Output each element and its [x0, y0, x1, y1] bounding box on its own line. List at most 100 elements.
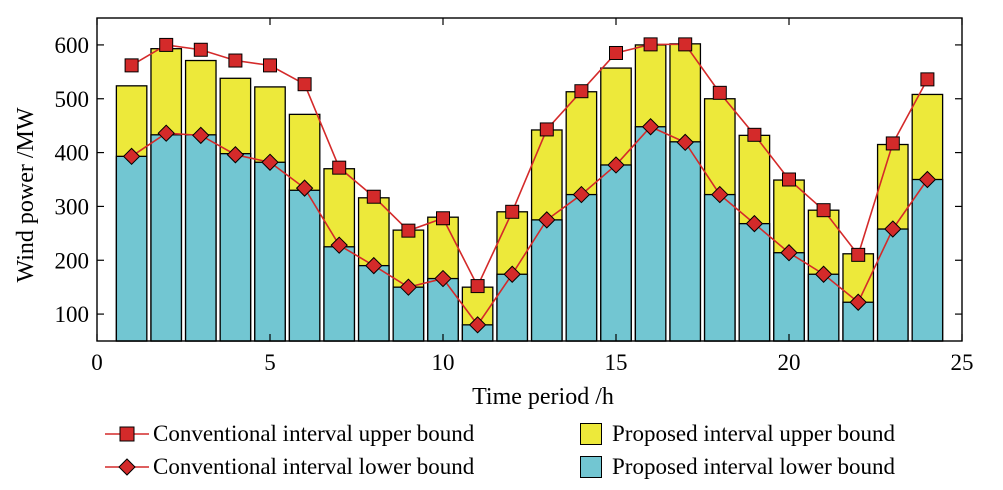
marker-diamond	[814, 265, 833, 283]
marker-square	[297, 77, 312, 92]
bar-lower	[323, 246, 356, 342]
bar-lower	[600, 164, 632, 342]
legend-item-proposed-lower: Proposed interval lower bound	[580, 451, 895, 483]
bar-lower	[288, 189, 321, 342]
y-axis-label: Wind power /MW	[13, 107, 39, 282]
marker-square	[885, 136, 900, 151]
marker-diamond	[157, 124, 175, 142]
marker-diamond	[365, 256, 383, 275]
legend-label: Proposed interval lower bound	[612, 454, 895, 479]
x-tick-label: 20	[778, 350, 801, 375]
marker-square	[816, 203, 831, 218]
marker-square	[851, 247, 866, 262]
marker-square	[712, 85, 727, 100]
x-tick-label: 0	[91, 350, 103, 375]
chart: 0 5 10 15 20 25 100 200 300 400 500 600 Time period…	[13, 17, 974, 410]
marker-diamond	[780, 244, 798, 262]
marker-diamond	[676, 133, 694, 152]
marker-square	[678, 37, 693, 52]
marker-square	[263, 58, 277, 73]
square-marker-icon	[105, 426, 149, 442]
marker-square	[193, 42, 208, 57]
y-tick-label: 200	[55, 248, 90, 273]
marker-square	[574, 84, 589, 99]
marker-diamond	[122, 147, 141, 166]
x-tick-label: 15	[605, 350, 628, 375]
bar-lower	[773, 252, 805, 342]
marker-diamond	[711, 185, 729, 204]
y-tick-label: 100	[55, 302, 90, 327]
lines-layer	[122, 37, 937, 334]
marker-diamond	[572, 185, 591, 204]
yellow-swatch-icon	[580, 423, 602, 445]
marker-square	[643, 37, 658, 52]
legend-item-conventional-lower: Conventional interval lower bound	[105, 451, 474, 483]
marker-diamond	[226, 146, 245, 164]
y-tick-label: 400	[55, 141, 90, 166]
marker-diamond	[399, 278, 418, 296]
marker-diamond	[918, 170, 937, 189]
legend-label: Proposed interval upper bound	[612, 421, 895, 446]
marker-diamond	[884, 220, 902, 238]
legend-label: Conventional interval upper bound	[153, 421, 475, 446]
x-tick-label: 5	[264, 350, 276, 375]
x-tick-label: 10	[432, 350, 455, 375]
marker-diamond	[849, 293, 867, 311]
bar-lower	[392, 286, 425, 342]
bar-lower	[807, 273, 840, 342]
marker-diamond	[468, 316, 487, 334]
bar-lower	[703, 193, 736, 342]
legend-label: Conventional interval lower bound	[153, 454, 475, 479]
marker-square	[505, 204, 520, 219]
marker-square	[124, 58, 139, 73]
marker-diamond	[192, 126, 210, 145]
bar-lower	[357, 264, 390, 342]
y-tick-label: 300	[55, 194, 90, 219]
marker-square	[436, 211, 450, 226]
marker-square	[228, 53, 243, 68]
legend: Conventional interval upper bound Conven…	[95, 418, 975, 488]
y-tick-label: 600	[55, 33, 90, 58]
marker-diamond	[538, 211, 556, 229]
bar-lower	[565, 193, 598, 342]
marker-diamond	[641, 118, 660, 136]
marker-square	[609, 45, 623, 60]
legend-item-conventional-upper: Conventional interval upper bound	[105, 418, 474, 450]
bar-lower	[530, 219, 563, 342]
marker-diamond	[295, 179, 314, 197]
bar-lower	[911, 178, 944, 342]
marker-square	[159, 37, 174, 52]
bar-lower	[115, 155, 148, 342]
marker-square	[747, 127, 762, 142]
bar-lower	[427, 277, 459, 342]
legend-item-proposed-upper: Proposed interval upper bound	[580, 418, 895, 450]
marker-square	[920, 72, 935, 87]
marker-diamond	[503, 265, 521, 283]
marker-square	[401, 223, 416, 238]
axes-layer: 0 5 10 15 20 25 100 200 300 400 500 600	[55, 17, 974, 375]
bar-lower	[634, 126, 667, 342]
bar-lower	[254, 161, 286, 342]
marker-diamond	[261, 153, 279, 171]
plot-frame	[96, 17, 963, 342]
marker-square	[539, 122, 554, 137]
bar-lower	[150, 134, 183, 342]
y-tick-label: 500	[55, 87, 90, 112]
marker-square	[332, 160, 347, 175]
bars-layer	[115, 43, 944, 342]
bar-lower	[876, 228, 909, 342]
cyan-swatch-icon	[580, 456, 602, 478]
marker-diamond	[330, 236, 348, 254]
marker-diamond	[745, 214, 764, 233]
bar-lower	[219, 153, 252, 342]
marker-square	[366, 189, 381, 204]
x-axis-label: Time period /h	[472, 384, 614, 410]
bar-lower	[496, 273, 529, 342]
marker-square	[782, 172, 796, 187]
marker-diamond	[434, 269, 452, 288]
x-tick-label: 25	[951, 350, 974, 375]
diamond-marker-icon	[105, 458, 149, 476]
bar-lower	[669, 141, 702, 342]
marker-square	[470, 279, 485, 294]
marker-diamond	[607, 156, 625, 174]
